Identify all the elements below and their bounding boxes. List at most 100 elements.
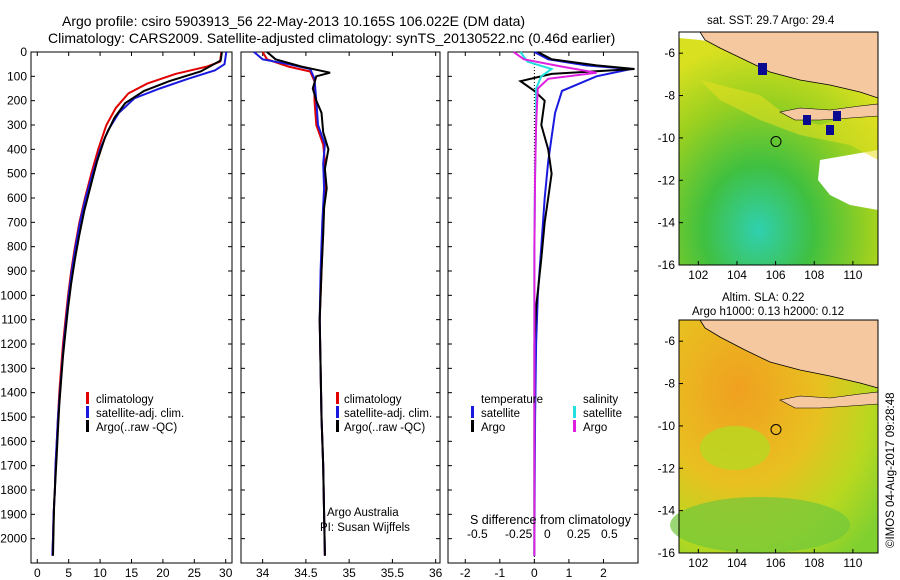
x-tick-label: 0 <box>531 566 538 580</box>
map-x-tick-label: 104 <box>727 556 747 570</box>
s-difference-label: S difference from climatology <box>470 513 632 527</box>
sla-map-subtitle: Argo h1000: 0.13 h2000: 0.12 <box>692 306 844 318</box>
sst-nodata <box>818 150 878 210</box>
map-y-tick-label: -6 <box>664 334 675 348</box>
sst-cold-pixel <box>758 63 767 75</box>
y-tick-label: 1800 <box>0 483 27 497</box>
legend-label-satellite: satellite-adj. clim. <box>344 408 432 420</box>
y-tick-label: 1700 <box>0 459 27 473</box>
x-tick-label: -2 <box>460 566 471 580</box>
legend-label-argo: Argo(..raw -QC) <box>344 422 425 434</box>
y-tick-label: 1600 <box>0 434 27 448</box>
imos-credit: ©IMOS 04-Aug-2017 09:28:48 <box>885 392 897 548</box>
s-tick: 0 <box>544 527 551 541</box>
legend-title-salinity: salinity <box>583 394 618 406</box>
sst-map <box>678 31 879 266</box>
difference-panel: -2-1012T difference from climatology <box>447 51 639 580</box>
map-y-tick-label: -10 <box>658 419 676 433</box>
header-line-2: Climatology: CARS2009. Satellite-adjuste… <box>48 30 615 46</box>
map-y-tick-label: -8 <box>664 89 675 103</box>
y-tick-label: 300 <box>7 118 27 132</box>
sst-map-title: sat. SST: 29.7 Argo: 29.4 <box>707 15 835 27</box>
series-line-argorawqc <box>52 51 223 556</box>
map-y-tick-label: -14 <box>658 504 676 518</box>
y-tick-label: 700 <box>7 215 27 229</box>
temperature-legend: climatology satellite-adj. clim. Argo(..… <box>86 392 184 434</box>
argo-location-marker <box>770 136 782 148</box>
x-tick-label: 20 <box>156 566 170 580</box>
sla-map-title: Altim. SLA: 0.22 <box>722 292 804 304</box>
sla-low-patch <box>670 497 850 553</box>
annotation-pi: PI: Susan Wijffels <box>320 522 410 534</box>
y-tick-label: 1100 <box>1 313 27 327</box>
map-x-tick-label: 110 <box>843 556 862 570</box>
x-tick-label: 5 <box>65 566 72 580</box>
y-tick-label: 1200 <box>0 337 27 351</box>
map-x-tick-label: 108 <box>804 556 824 570</box>
annotation-argo-australia: Argo Australia <box>327 507 399 519</box>
y-tick-label: 200 <box>7 94 27 108</box>
x-tick-label: -1 <box>494 566 505 580</box>
sst-cold-pixel <box>803 115 811 125</box>
series-line-argo <box>513 51 597 556</box>
y-tick-label: 1500 <box>0 410 27 424</box>
y-tick-label: 600 <box>7 191 27 205</box>
map-x-tick-label: 106 <box>766 268 786 282</box>
s-difference-ticks: -0.5 -0.25 0 0.25 0.5 <box>467 527 618 541</box>
legend-label-climatology: climatology <box>344 394 402 406</box>
legend-swatch-s-argo <box>573 420 576 432</box>
legend-label-s-argo: Argo <box>583 422 607 434</box>
y-tick-label: 900 <box>7 264 27 278</box>
y-tick-label: 1900 <box>0 507 27 521</box>
x-tick-label: 36 <box>429 566 443 580</box>
legend-swatch-argo <box>336 420 339 432</box>
legend-swatch-t-argo <box>471 420 474 432</box>
legend-label-s-satellite: satellite <box>583 408 622 420</box>
map-x-tick-label: 108 <box>804 268 824 282</box>
map-x-tick-label: 110 <box>843 268 862 282</box>
x-tick-label: 35.5 <box>381 566 405 580</box>
y-tick-label: 0 <box>20 45 27 59</box>
x-tick-label: 34 <box>256 566 270 580</box>
map-y-tick-label: -14 <box>658 216 676 230</box>
y-tick-label: 1300 <box>0 361 27 375</box>
x-tick-label: 10 <box>93 566 107 580</box>
y-tick-label: 100 <box>7 69 27 83</box>
legend-label-t-argo: Argo <box>481 422 505 434</box>
y-tick-label: 1400 <box>0 386 27 400</box>
s-tick: -0.5 <box>467 527 488 541</box>
x-tick-label: 25 <box>188 566 202 580</box>
map-x-tick-label: 104 <box>727 268 747 282</box>
y-tick-label: 800 <box>7 240 27 254</box>
map-y-tick-label: -16 <box>658 546 676 560</box>
s-tick: 0.25 <box>567 527 591 541</box>
plot-frame <box>30 51 233 564</box>
sst-cold-pixel <box>833 111 841 121</box>
y-tick-label: 500 <box>7 167 27 181</box>
legend-label-t-satellite: satellite <box>481 408 520 420</box>
sla-low-patch <box>700 426 770 470</box>
map-axes: 102 104 106 108 110 -6 -8 -10 -12 -14 -16 102 104 106… <box>658 46 863 570</box>
sst-map-frame <box>678 31 879 266</box>
sla-map <box>670 319 879 554</box>
legend-label-climatology: climatology <box>96 394 154 406</box>
x-tick-label: 0 <box>34 566 41 580</box>
map-y-tick-label: -10 <box>658 131 676 145</box>
y-tick-label: 400 <box>7 142 27 156</box>
header-line-1: Argo profile: csiro 5903913_56 22-May-20… <box>62 13 525 29</box>
map-y-tick-label: -16 <box>658 258 676 272</box>
legend-swatch-t-satellite <box>471 406 474 418</box>
legend-swatch-satellite <box>336 406 339 418</box>
plot-frame <box>240 51 441 564</box>
legend-swatch-s-satellite <box>573 406 576 418</box>
argo-location-marker <box>770 424 782 436</box>
sst-warm-band <box>700 80 878 160</box>
x-tick-label: 1 <box>566 566 573 580</box>
map-y-tick-label: -8 <box>664 377 675 391</box>
map-x-tick-label: 106 <box>766 556 786 570</box>
s-tick: -0.25 <box>505 527 533 541</box>
x-tick-label: 34.5 <box>294 566 318 580</box>
x-tick-label: 15 <box>125 566 139 580</box>
